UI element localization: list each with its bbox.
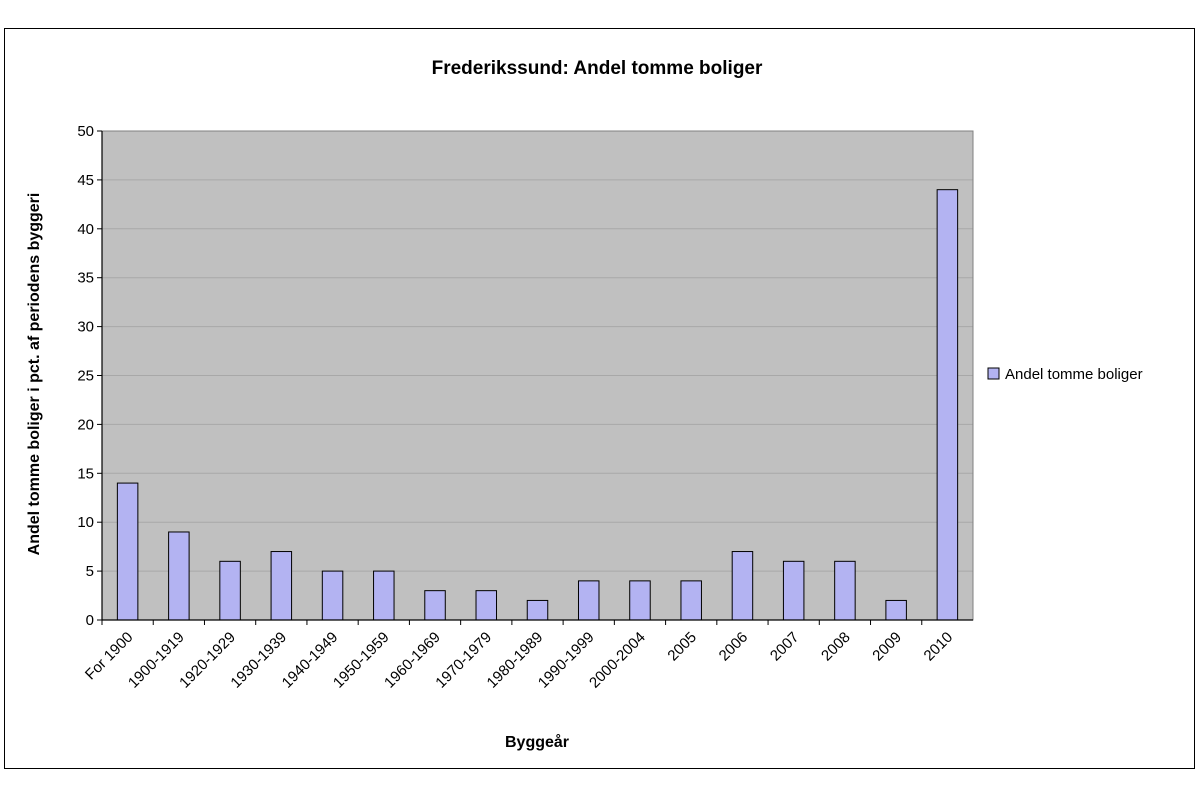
y-tick-label: 5 (86, 563, 94, 580)
y-tick-label: 20 (77, 416, 94, 433)
bar (270, 551, 293, 621)
x-axis-label: Byggeår (505, 733, 569, 751)
bar (526, 599, 549, 621)
bar (219, 560, 241, 621)
bar (577, 580, 600, 621)
bar (168, 531, 190, 621)
y-tick-label: 0 (86, 612, 94, 629)
bar (373, 570, 395, 621)
bar (629, 580, 651, 621)
x-tick-label: 2000-2004 (586, 629, 649, 692)
x-tick-label: 2008 (818, 629, 854, 665)
y-tick-label: 25 (77, 368, 94, 385)
y-tick-label: 30 (77, 319, 94, 336)
x-axis-ticks: For 19001900-19191920-19291930-19391940-… (82, 620, 956, 692)
y-tick-label: 15 (77, 465, 94, 482)
chart-svg: Frederikssund: Andel tomme boliger 0 5 10 1… (26, 58, 1143, 751)
y-tick-label: 10 (77, 514, 94, 531)
legend: Andel tomme boliger (987, 366, 1143, 383)
bar (936, 189, 959, 621)
bar (782, 560, 805, 621)
bar (321, 570, 344, 621)
chart-frame: Frederikssund: Andel tomme boliger 0 5 10 1… (4, 28, 1195, 769)
y-tick-label: 50 (77, 123, 94, 140)
chart-title: Frederikssund: Andel tomme boliger (432, 58, 763, 79)
plot-area (101, 130, 974, 621)
x-tick-label: 2009 (869, 629, 905, 665)
y-axis-label: Andel tomme boliger i pct. af periodens … (26, 193, 43, 556)
bar (116, 482, 139, 621)
x-tick-label: 2006 (716, 629, 752, 665)
legend-swatch (987, 367, 1000, 380)
y-tick-label: 35 (77, 270, 94, 287)
y-tick-label: 45 (77, 172, 94, 189)
bar (680, 580, 702, 621)
bar (731, 551, 754, 621)
bar (885, 599, 907, 621)
y-tick-label: 40 (77, 221, 94, 238)
x-tick-label: 2007 (767, 629, 803, 665)
bar (834, 560, 856, 621)
x-tick-label: 2005 (664, 629, 700, 665)
x-tick-label: 2010 (921, 629, 957, 665)
bar (424, 590, 446, 621)
legend-label: Andel tomme boliger (1005, 366, 1143, 383)
bar (475, 590, 498, 621)
y-axis-ticks: 0 5 10 15 20 25 30 35 40 45 50 (77, 123, 102, 629)
